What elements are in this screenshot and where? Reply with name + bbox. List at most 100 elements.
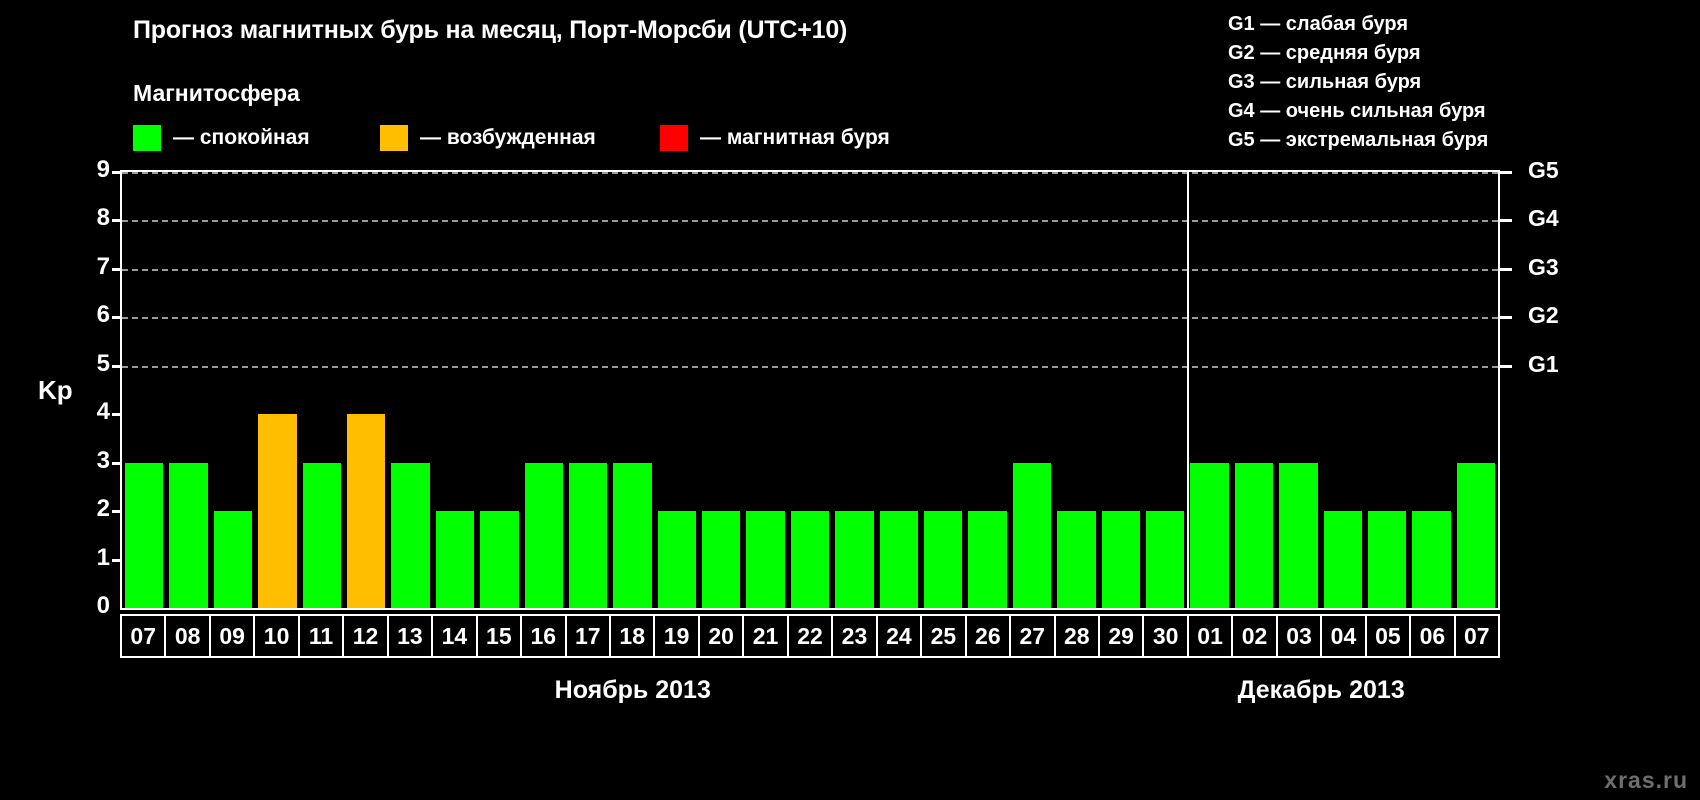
day-label-15[interactable]: 22 <box>789 616 834 656</box>
gridline-kp-7 <box>122 268 1498 271</box>
day-label-9[interactable]: 16 <box>522 616 567 656</box>
bar <box>924 511 963 608</box>
bar <box>1012 462 1052 608</box>
day-label-26[interactable]: 03 <box>1278 616 1323 656</box>
bar-cell <box>877 172 921 608</box>
bar-cell <box>921 172 965 608</box>
bar <box>879 511 919 608</box>
day-label-16[interactable]: 23 <box>833 616 878 656</box>
y-tick-mark-9 <box>112 171 122 174</box>
bar <box>346 414 386 608</box>
day-label-7[interactable]: 14 <box>433 616 478 656</box>
day-label-27[interactable]: 04 <box>1322 616 1367 656</box>
y-tick-label-0: 0 <box>96 592 110 619</box>
day-label-21[interactable]: 28 <box>1056 616 1100 656</box>
day-label-3[interactable]: 10 <box>255 616 300 656</box>
legend-label-unsettled: — возбужденная <box>420 126 596 149</box>
bar <box>746 511 785 608</box>
bar-cell <box>1054 172 1098 608</box>
day-label-10[interactable]: 17 <box>567 616 611 656</box>
day-label-6[interactable]: 13 <box>389 616 434 656</box>
bar-cell <box>477 172 521 608</box>
g-tick-mark-g5 <box>1500 171 1512 174</box>
day-label-13[interactable]: 20 <box>700 616 745 656</box>
g-scale-line-g5: G5 — экстремальная буря <box>1228 129 1489 151</box>
page-title: Прогноз магнитных бурь на месяц, Порт-Мо… <box>133 16 848 44</box>
day-label-30[interactable]: 07 <box>1464 622 1490 649</box>
bar-cell <box>1187 172 1231 608</box>
g-scale-line-g3: G3 — сильная буря <box>1228 71 1422 93</box>
bar-cell <box>388 172 432 608</box>
y-tick-label-9: 9 <box>96 156 110 183</box>
y-tick-label-6: 6 <box>96 301 110 329</box>
day-label-1[interactable]: 08 <box>166 616 211 656</box>
day-label-17[interactable]: 24 <box>878 616 923 656</box>
gridline-kp-6 <box>122 317 1498 320</box>
day-label-8[interactable]: 15 <box>478 616 523 656</box>
bar-cell <box>699 172 743 608</box>
bar-cell <box>743 172 787 608</box>
bar <box>391 462 430 608</box>
day-label-19[interactable]: 26 <box>967 616 1012 656</box>
g-tick-label-g2: G2 <box>1528 302 1559 329</box>
g-scale-line-g2: G2 — средняя буря <box>1228 42 1421 64</box>
bar-cell <box>1321 172 1365 608</box>
bar-cell <box>1099 172 1143 608</box>
bar <box>790 511 830 608</box>
y-tick-mark-8 <box>112 219 122 223</box>
y-tick-mark-3 <box>112 461 122 465</box>
g-tick-mark-g1 <box>1500 364 1512 368</box>
day-label-29[interactable]: 06 <box>1411 616 1456 656</box>
bar <box>524 462 563 608</box>
bar-cell <box>122 172 166 608</box>
bar <box>702 511 741 608</box>
day-label-14[interactable]: 21 <box>744 616 789 656</box>
day-label-0[interactable]: 07 <box>122 616 167 656</box>
g-scale-line-g1: G1 — слабая буря <box>1228 13 1409 35</box>
y-axis-title: Kp <box>38 375 73 405</box>
day-label-11[interactable]: 18 <box>611 616 656 656</box>
day-label-18[interactable]: 25 <box>922 616 967 656</box>
day-label-20[interactable]: 27 <box>1011 616 1056 656</box>
bar <box>302 462 341 608</box>
y-tick-label-7: 7 <box>96 252 110 280</box>
g-tick-label-g1: G1 <box>1528 350 1559 377</box>
x-axis-days: 07 08 09 10 11 12 13 14 15 16 17 18 19 20 21 22 23 24 25 26… <box>120 614 1500 658</box>
day-label-25[interactable]: 02 <box>1233 616 1278 656</box>
day-label-5[interactable]: 12 <box>344 616 389 656</box>
gridline-kp-5 <box>122 365 1498 368</box>
day-label-28[interactable]: 05 <box>1367 616 1412 656</box>
y-tick-label-1: 1 <box>96 543 110 571</box>
bar <box>968 511 1007 608</box>
legend-label-storm: — магнитная буря <box>700 126 890 149</box>
bar-cell <box>1010 172 1054 608</box>
bar <box>1190 462 1229 608</box>
y-tick-label-2: 2 <box>96 495 110 523</box>
bar-cell <box>566 172 610 608</box>
bar <box>125 462 164 608</box>
watermark: xras.ru <box>1604 767 1688 793</box>
bar-cell <box>1365 172 1409 608</box>
bar <box>480 511 519 608</box>
bar <box>435 511 475 608</box>
gridline-kp-9 <box>122 172 1498 174</box>
g-tick-mark-g2 <box>1500 316 1512 320</box>
bar <box>657 511 697 608</box>
gridline-kp-8 <box>122 220 1498 223</box>
g-tick-mark-g4 <box>1500 219 1512 223</box>
legend-item-unsettled: — возбужденная <box>380 124 596 152</box>
bar <box>1456 462 1496 608</box>
day-label-24[interactable]: 01 <box>1189 616 1234 656</box>
day-label-12[interactable]: 19 <box>655 616 700 656</box>
y-tick-mark-4 <box>112 413 122 417</box>
bar-series <box>122 172 1498 608</box>
day-label-22[interactable]: 29 <box>1100 616 1145 656</box>
day-label-4[interactable]: 11 <box>300 616 345 656</box>
bar <box>213 511 253 608</box>
day-label-23[interactable]: 30 <box>1144 616 1189 656</box>
day-label-2[interactable]: 09 <box>211 616 256 656</box>
legend-item-storm: — магнитная буря <box>660 124 890 152</box>
g-tick-label-g4: G4 <box>1528 205 1559 232</box>
y-tick-label-5: 5 <box>96 349 110 377</box>
